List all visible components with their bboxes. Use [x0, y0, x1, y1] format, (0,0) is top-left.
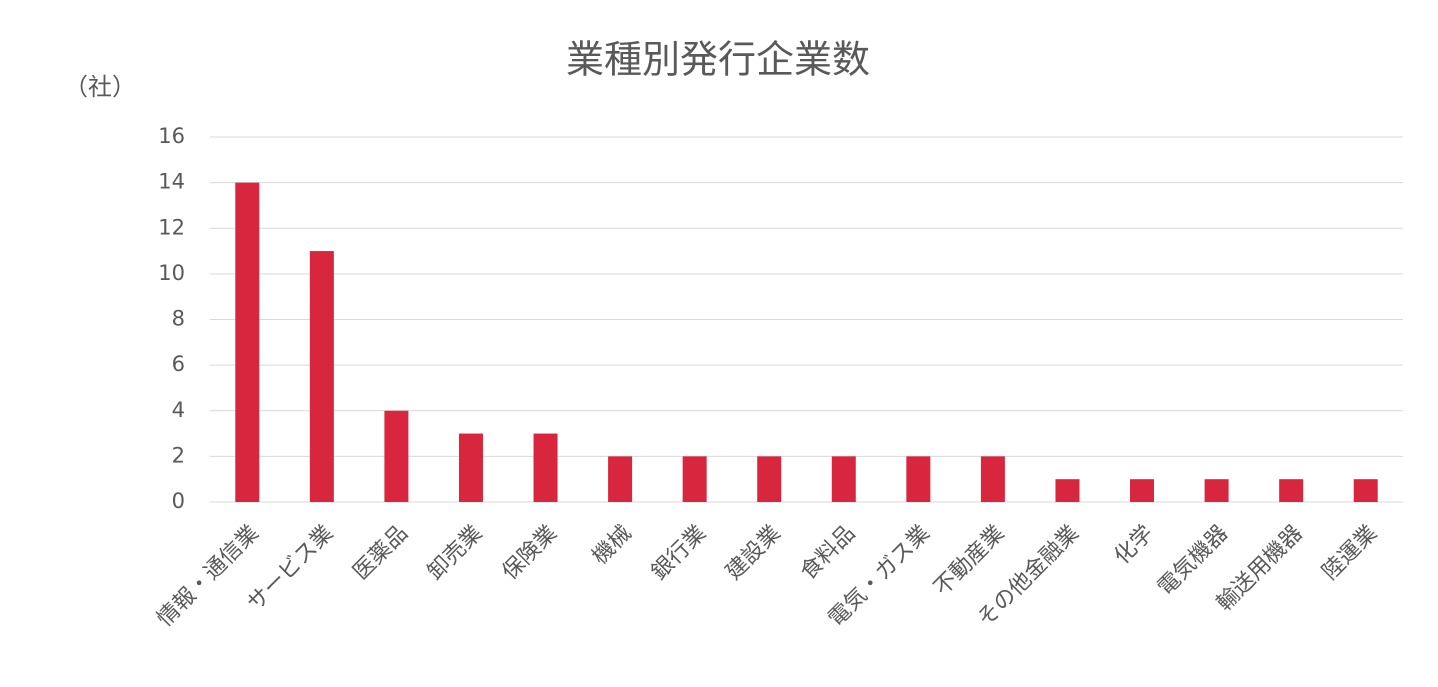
x-tick-label: 情報・通信業: [153, 521, 264, 632]
x-tick-label: 陸運業: [1318, 521, 1382, 585]
bar: [309, 251, 334, 502]
chart-title: 業種別発行企業数: [566, 38, 870, 82]
bar: [1353, 479, 1378, 502]
x-tick-label: 食料品: [796, 521, 860, 585]
bar: [458, 433, 483, 502]
bar: [1279, 479, 1304, 502]
y-tick-label: 14: [158, 170, 185, 194]
bar: [533, 433, 558, 502]
x-tick-label: 卸売業: [423, 521, 487, 585]
bar: [1130, 479, 1155, 502]
bar: [608, 456, 633, 502]
bar: [1204, 479, 1229, 502]
y-tick-label: 16: [158, 124, 185, 148]
y-tick-label: 4: [172, 398, 185, 422]
x-tick-label: 医薬品: [349, 521, 413, 585]
y-tick-label: 2: [172, 443, 185, 467]
bar: [235, 182, 260, 502]
x-tick-label: 化学: [1110, 521, 1159, 570]
y-tick-label: 0: [172, 489, 185, 513]
x-tick-label: 保険業: [498, 521, 562, 585]
bar: [1055, 479, 1080, 502]
bar: [980, 456, 1005, 502]
bar: [682, 456, 707, 502]
bar: [384, 410, 409, 502]
y-tick-label: 10: [158, 261, 185, 285]
x-tick-label: 建設業: [721, 521, 785, 585]
y-axis-label: （社）: [64, 73, 136, 101]
y-tick-label: 8: [172, 307, 185, 331]
y-tick-label: 12: [158, 215, 185, 239]
bar: [831, 456, 856, 502]
x-tick-label: 機械: [588, 521, 637, 570]
bar: [906, 456, 931, 502]
y-tick-label: 6: [172, 352, 185, 376]
x-tick-label: 銀行業: [647, 521, 711, 585]
bar: [757, 456, 782, 502]
